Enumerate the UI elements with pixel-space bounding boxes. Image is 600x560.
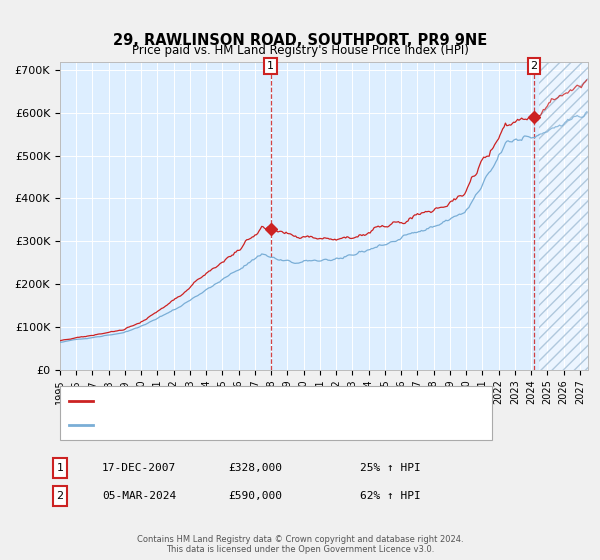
Text: 2: 2 <box>56 491 64 501</box>
Bar <box>539 62 588 370</box>
Text: 1: 1 <box>267 61 274 71</box>
Text: 1: 1 <box>56 463 64 473</box>
Text: 25% ↑ HPI: 25% ↑ HPI <box>360 463 421 473</box>
Text: 05-MAR-2024: 05-MAR-2024 <box>102 491 176 501</box>
Text: 62% ↑ HPI: 62% ↑ HPI <box>360 491 421 501</box>
Text: 2: 2 <box>530 61 538 71</box>
Text: 29, RAWLINSON ROAD, SOUTHPORT, PR9 9NE: 29, RAWLINSON ROAD, SOUTHPORT, PR9 9NE <box>113 32 487 48</box>
Text: 17-DEC-2007: 17-DEC-2007 <box>102 463 176 473</box>
Text: Price paid vs. HM Land Registry's House Price Index (HPI): Price paid vs. HM Land Registry's House … <box>131 44 469 57</box>
Text: HPI: Average price, detached house, Sefton: HPI: Average price, detached house, Seft… <box>97 419 324 430</box>
Text: £328,000: £328,000 <box>228 463 282 473</box>
Text: Contains HM Land Registry data © Crown copyright and database right 2024.
This d: Contains HM Land Registry data © Crown c… <box>137 535 463 554</box>
Bar <box>539 62 588 370</box>
Text: 29, RAWLINSON ROAD, SOUTHPORT, PR9 9NE (detached house): 29, RAWLINSON ROAD, SOUTHPORT, PR9 9NE (… <box>97 396 429 407</box>
Text: £590,000: £590,000 <box>228 491 282 501</box>
